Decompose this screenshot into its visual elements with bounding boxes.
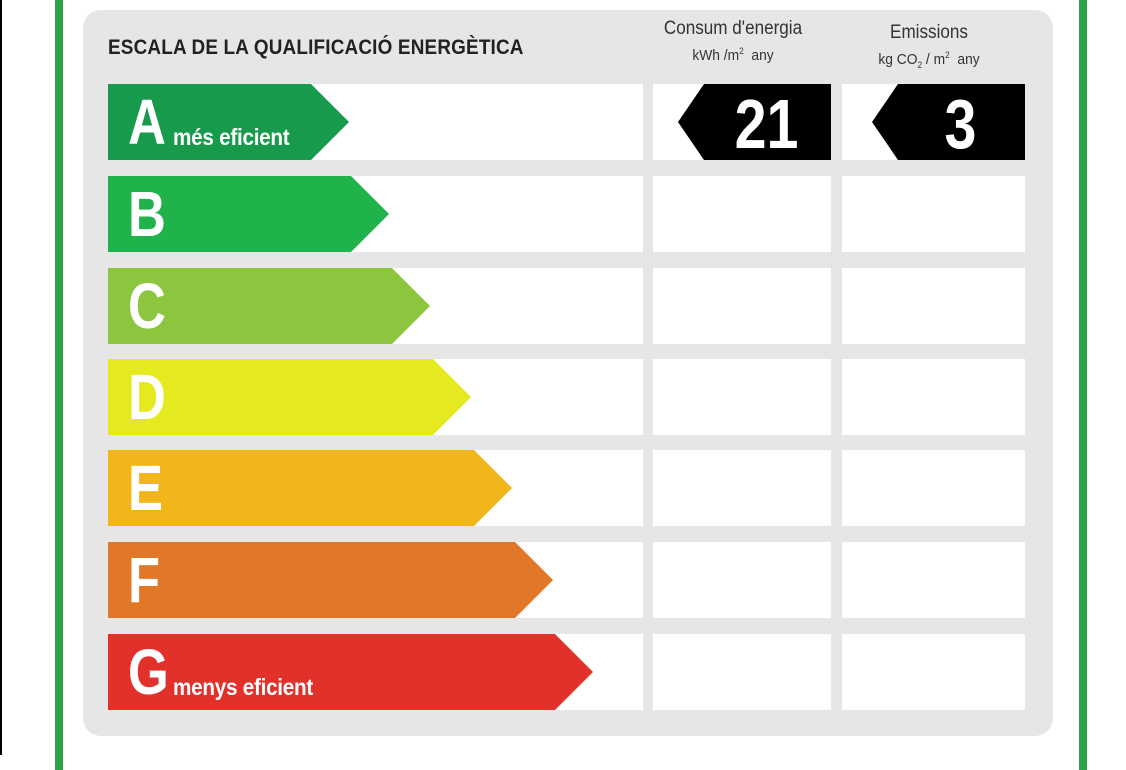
scale-title: ESCALA DE LA QUALIFICACIÓ ENERGÈTICA [108, 36, 524, 59]
emissions-cell-g [842, 634, 1025, 710]
emissions-cell-c [842, 268, 1025, 344]
emissions-column-unit: kg CO2 / m2 any [878, 50, 980, 70]
emissions-column-header: Emissions kg CO2 / m2 any [845, 22, 1013, 70]
rating-row-f: F [0, 542, 1126, 618]
class-caption-g: menys eficient [173, 674, 314, 700]
rating-row-d: D [0, 359, 1126, 435]
emissions-column-title: Emissions [890, 22, 968, 43]
rating-row-e: E [0, 450, 1126, 526]
class-arrow-e [108, 450, 512, 526]
emissions-cell-b [842, 176, 1025, 252]
energy-column-header: Consum d'energia kWh /m2 any [653, 18, 813, 64]
class-letter-e: E [128, 452, 164, 524]
emissions-cell-d [842, 359, 1025, 435]
energy-value: 21 [734, 85, 799, 163]
class-arrow-d [108, 359, 471, 435]
class-arrow-shape [108, 542, 553, 618]
emissions-indicator [872, 84, 1025, 160]
energy-indicator-shape [678, 84, 831, 160]
class-arrow-f [108, 542, 553, 618]
class-letter-a: A [128, 86, 166, 158]
energy-column-unit: kWh /m2 any [692, 46, 774, 64]
class-arrow-b [108, 176, 389, 252]
class-arrow-shape [108, 359, 471, 435]
class-arrow-c [108, 268, 430, 344]
energy-cell-d [653, 359, 831, 435]
class-arrow-g [108, 634, 593, 710]
class-arrow-a [108, 84, 349, 160]
class-letter-c: C [128, 270, 166, 342]
class-letter-b: B [128, 178, 166, 250]
energy-cell-f [653, 542, 831, 618]
emissions-value: 3 [944, 85, 977, 163]
energy-cell-g [653, 634, 831, 710]
emissions-cell-e [842, 450, 1025, 526]
class-letter-d: D [128, 361, 166, 433]
green-frame [55, 0, 1087, 770]
class-arrow-shape [108, 634, 593, 710]
class-arrow-shape [108, 176, 389, 252]
class-arrow-shape [108, 268, 430, 344]
energy-column-title: Consum d'energia [663, 18, 803, 39]
emissions-cell-f [842, 542, 1025, 618]
class-arrow-shape [108, 450, 512, 526]
class-letter-f: F [128, 544, 161, 616]
energy-cell-b [653, 176, 831, 252]
class-letter-g: G [128, 636, 169, 708]
energy-cell-e [653, 450, 831, 526]
left-border-line [0, 0, 2, 755]
energy-cell-c [653, 268, 831, 344]
rating-row-c: C [0, 268, 1126, 344]
energy-indicator [678, 84, 831, 160]
class-caption-a: més eficient [173, 124, 290, 150]
rating-row-b: B [0, 176, 1126, 252]
class-arrow-shape [108, 84, 349, 160]
emissions-indicator-shape [872, 84, 1025, 160]
